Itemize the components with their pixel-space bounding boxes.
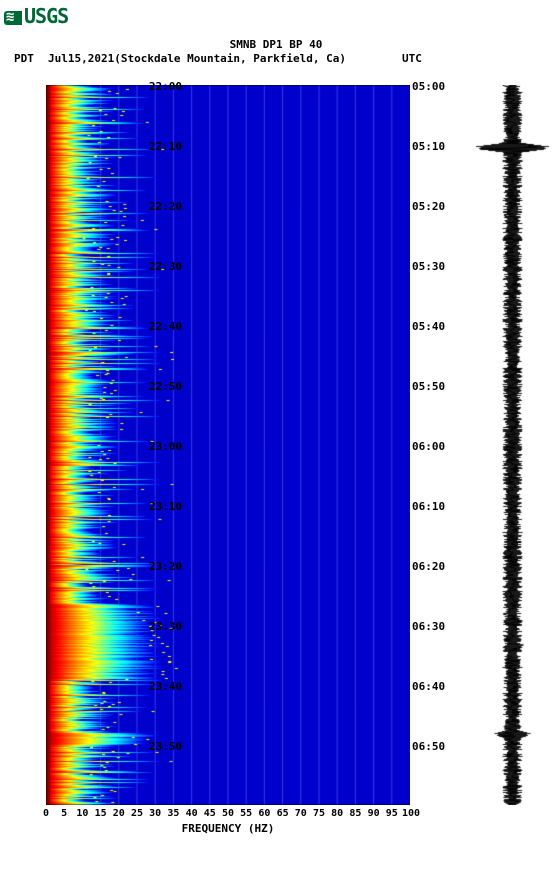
x-tick: 20 bbox=[111, 808, 127, 819]
x-tick: 5 bbox=[56, 808, 72, 819]
x-tick: 25 bbox=[129, 808, 145, 819]
left-tick: 23:20 bbox=[44, 560, 182, 573]
right-tick: 05:30 bbox=[412, 260, 445, 273]
plot-title: SMNB DP1 BP 40 bbox=[0, 38, 552, 51]
x-tick: 15 bbox=[93, 808, 109, 819]
logo-text: USGS bbox=[24, 4, 68, 28]
x-tick: 0 bbox=[38, 808, 54, 819]
right-tick: 05:00 bbox=[412, 80, 445, 93]
right-tick: 06:10 bbox=[412, 500, 445, 513]
x-tick: 10 bbox=[74, 808, 90, 819]
wave-icon bbox=[4, 11, 22, 25]
left-tick: 22:30 bbox=[44, 260, 182, 273]
left-tick: 22:10 bbox=[44, 140, 182, 153]
left-tick: 23:30 bbox=[44, 620, 182, 633]
date-label: Jul15,2021(Stockdale Mountain, Parkfield… bbox=[48, 52, 346, 65]
left-tick: 22:20 bbox=[44, 200, 182, 213]
x-tick: 70 bbox=[293, 808, 309, 819]
right-tick: 06:20 bbox=[412, 560, 445, 573]
seismogram-panel bbox=[475, 85, 550, 805]
right-timezone: UTC bbox=[402, 52, 422, 65]
right-tick: 05:10 bbox=[412, 140, 445, 153]
left-tick: 23:00 bbox=[44, 440, 182, 453]
left-tick: 22:40 bbox=[44, 320, 182, 333]
right-tick: 06:00 bbox=[412, 440, 445, 453]
left-tick: 22:00 bbox=[44, 80, 182, 93]
left-tick: 23:50 bbox=[44, 740, 182, 753]
x-tick: 35 bbox=[165, 808, 181, 819]
right-tick: 05:50 bbox=[412, 380, 445, 393]
page: USGS SMNB DP1 BP 40 PDT Jul15,2021(Stock… bbox=[0, 0, 552, 892]
left-tick: 23:10 bbox=[44, 500, 182, 513]
x-tick: 60 bbox=[256, 808, 272, 819]
usgs-logo: USGS bbox=[4, 4, 68, 28]
right-tick: 06:30 bbox=[412, 620, 445, 633]
x-tick: 95 bbox=[384, 808, 400, 819]
x-tick: 40 bbox=[184, 808, 200, 819]
x-axis-label: FREQUENCY (HZ) bbox=[46, 822, 410, 835]
left-tick: 23:40 bbox=[44, 680, 182, 693]
right-tick: 05:20 bbox=[412, 200, 445, 213]
x-tick: 75 bbox=[311, 808, 327, 819]
x-tick: 100 bbox=[402, 808, 418, 819]
x-tick: 55 bbox=[238, 808, 254, 819]
x-tick: 45 bbox=[202, 808, 218, 819]
left-timezone: PDT bbox=[14, 52, 34, 65]
right-tick: 06:50 bbox=[412, 740, 445, 753]
x-tick: 30 bbox=[147, 808, 163, 819]
seismogram-canvas bbox=[475, 85, 550, 805]
right-tick: 05:40 bbox=[412, 320, 445, 333]
x-tick: 80 bbox=[329, 808, 345, 819]
x-tick: 85 bbox=[347, 808, 363, 819]
x-tick: 90 bbox=[366, 808, 382, 819]
x-tick: 65 bbox=[275, 808, 291, 819]
right-tick: 06:40 bbox=[412, 680, 445, 693]
left-tick: 22:50 bbox=[44, 380, 182, 393]
x-tick: 50 bbox=[220, 808, 236, 819]
